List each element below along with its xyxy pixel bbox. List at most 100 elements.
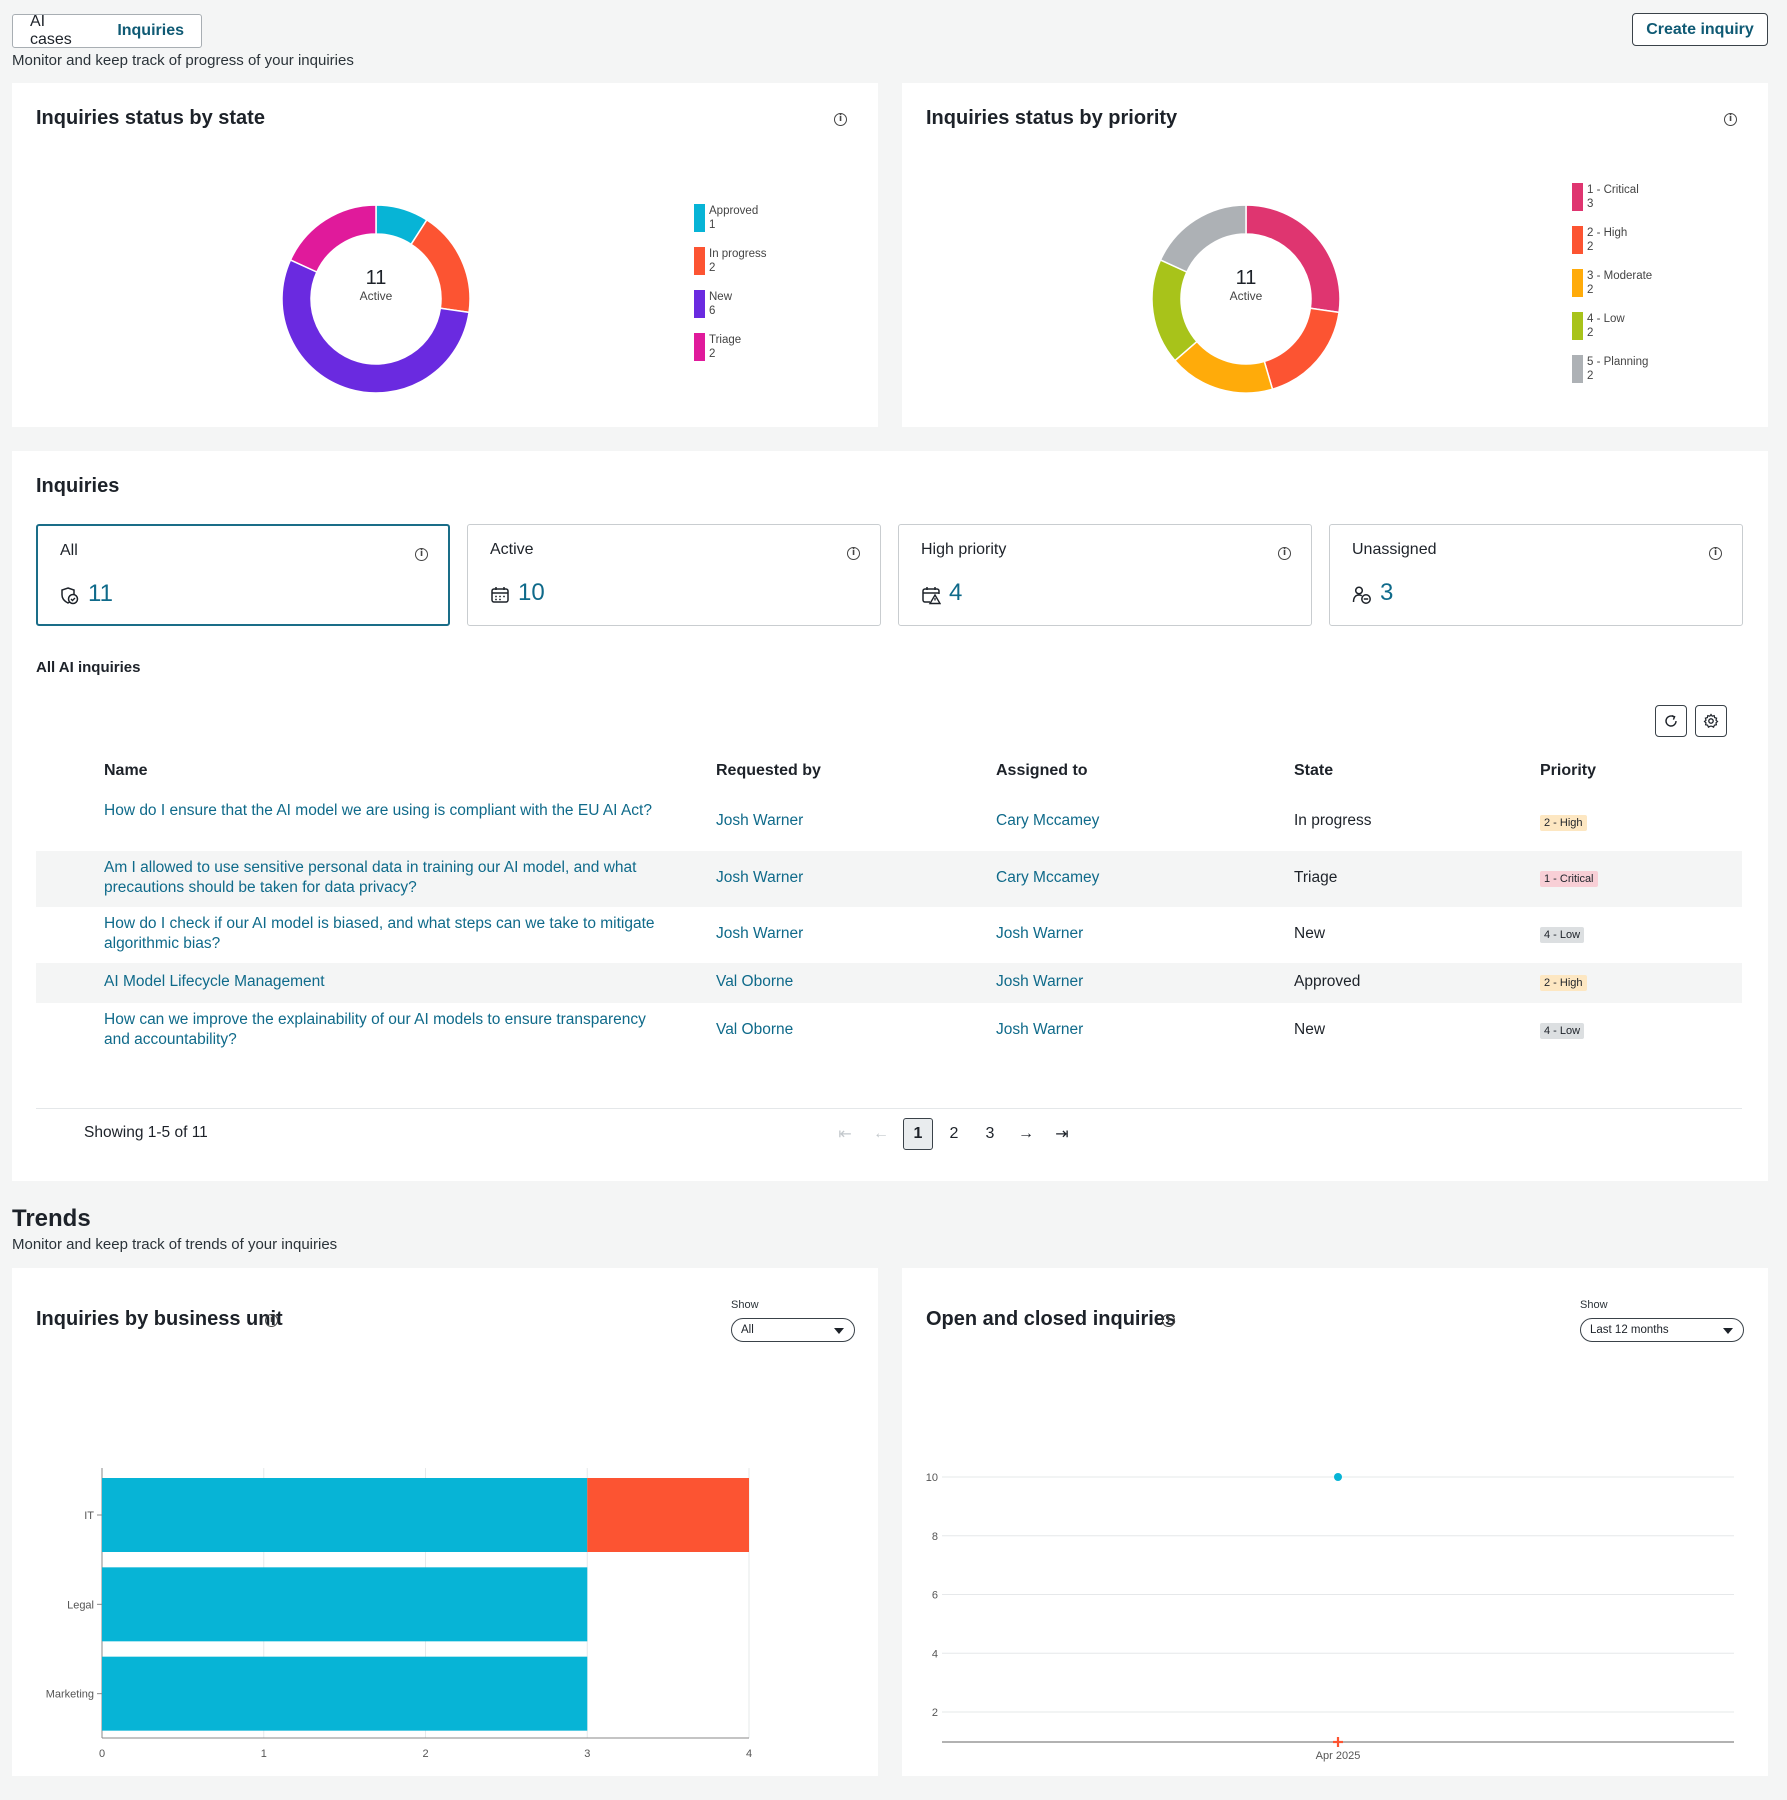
page-3-button[interactable]: 3 xyxy=(985,1125,995,1142)
state-chart-card: Inquiries status by state i 11 Active Ap… xyxy=(12,83,878,427)
legend-text: 2 - High 2 xyxy=(1587,226,1627,254)
list-title: All AI inquiries xyxy=(36,659,141,676)
stat-card-active[interactable]: Active i 10 xyxy=(467,524,881,626)
legend-text: 3 - Moderate 2 xyxy=(1587,269,1652,297)
view-tabs: AI cases Inquiries xyxy=(12,13,202,48)
priority-badge: 4 - Low xyxy=(1540,1023,1585,1039)
open-closed-card: Open and closed inquiries i Show Last 12… xyxy=(902,1268,1768,1776)
requested-by-link[interactable]: Josh Warner xyxy=(716,812,804,829)
last-page-button[interactable]: ⇥ xyxy=(1055,1126,1069,1143)
inquiry-name-link[interactable]: How do I ensure that the AI model we are… xyxy=(104,802,652,819)
page-1-button[interactable]: 1 xyxy=(903,1118,933,1150)
bar-marketing--empty-[interactable] xyxy=(102,1656,588,1731)
donut-slice-4-low[interactable] xyxy=(1151,258,1198,362)
col-priority[interactable]: Priority xyxy=(1540,762,1597,779)
y-tick-label: 8 xyxy=(932,1531,938,1543)
x-tick-label: 0 xyxy=(99,1748,105,1760)
x-tick-label: Apr 2025 xyxy=(1316,1750,1361,1762)
page-2-button[interactable]: 2 xyxy=(949,1125,959,1142)
requested-by-link[interactable]: Val Oborne xyxy=(716,1021,794,1038)
requested-by-link[interactable]: Josh Warner xyxy=(716,925,804,942)
legend-item[interactable]: In progress 2 xyxy=(694,247,767,275)
legend-item[interactable]: 3 - Moderate 2 xyxy=(1572,269,1652,297)
donut-slice-in-progress[interactable] xyxy=(410,218,471,314)
col-state[interactable]: State xyxy=(1294,762,1334,779)
legend-count: 2 xyxy=(1587,327,1594,339)
stat-card-unassigned[interactable]: Unassigned i 3 xyxy=(1329,524,1743,626)
legend-count: 2 xyxy=(1587,370,1594,382)
stat-label: Active xyxy=(490,541,534,558)
legend-swatch xyxy=(1572,355,1583,383)
legend-name: Triage xyxy=(709,334,742,346)
info-icon[interactable]: i xyxy=(1724,113,1737,126)
assigned-to-link[interactable]: Josh Warner xyxy=(996,973,1084,990)
donut-slice-new[interactable] xyxy=(281,258,470,394)
prev-page-button[interactable]: ← xyxy=(873,1125,889,1142)
stat-card-all[interactable]: All i 11 xyxy=(36,524,450,626)
legend-item[interactable]: Approved 1 xyxy=(694,204,758,232)
assigned-to-link[interactable]: Josh Warner xyxy=(996,1021,1084,1038)
inquiries-title: Inquiries xyxy=(36,475,120,497)
tab-ai-cases[interactable]: AI cases xyxy=(30,13,72,48)
inquiry-name-link[interactable]: Am I allowed to use sensitive personal d… xyxy=(104,859,637,896)
bar-it--empty-[interactable] xyxy=(102,1478,588,1552)
col-requested-by[interactable]: Requested by xyxy=(716,762,821,779)
info-icon[interactable]: i xyxy=(847,547,860,560)
y-tick-label: 2 xyxy=(932,1707,938,1719)
col-assigned-to[interactable]: Assigned to xyxy=(996,762,1088,779)
settings-button[interactable] xyxy=(1695,705,1727,737)
info-icon[interactable]: i xyxy=(265,1314,278,1327)
requested-by-link[interactable]: Val Oborne xyxy=(716,973,794,990)
legend-item[interactable]: New 6 xyxy=(694,290,732,318)
info-icon[interactable]: i xyxy=(1162,1314,1175,1327)
business-unit-title: Inquiries by business unit xyxy=(36,1308,283,1330)
gear-icon xyxy=(1703,713,1719,729)
next-page-button[interactable]: → xyxy=(1018,1125,1034,1142)
requested-by-link[interactable]: Josh Warner xyxy=(716,869,804,886)
inquiry-name-link[interactable]: AI Model Lifecycle Management xyxy=(104,973,325,990)
legend-count: 2 xyxy=(709,348,716,360)
refresh-button[interactable] xyxy=(1655,705,1687,737)
table-row: How do I check if our AI model is biased… xyxy=(36,907,1742,963)
stat-label: High priority xyxy=(921,541,1007,558)
state-value: New xyxy=(1294,1021,1326,1038)
legend-name: 2 - High xyxy=(1587,227,1628,239)
info-icon[interactable]: i xyxy=(1709,547,1722,560)
info-icon[interactable]: i xyxy=(1278,547,1291,560)
info-icon[interactable]: i xyxy=(834,113,847,126)
state-center-value: 11 xyxy=(365,267,387,289)
bar-it-united-states[interactable] xyxy=(587,1478,749,1552)
legend-item[interactable]: 5 - Planning 2 xyxy=(1572,355,1648,383)
assigned-to-link[interactable]: Cary Mccamey xyxy=(996,812,1100,829)
point-open[interactable] xyxy=(1334,1473,1342,1481)
assigned-to-link[interactable]: Cary Mccamey xyxy=(996,869,1100,886)
donut-slice-triage[interactable] xyxy=(289,204,377,273)
table-row: Am I allowed to use sensitive personal d… xyxy=(36,851,1742,907)
legend-item[interactable]: 4 - Low 2 xyxy=(1572,312,1625,340)
x-tick-label: 3 xyxy=(584,1748,590,1760)
priority-badge: 2 - High xyxy=(1540,815,1587,831)
bar-legal--empty-[interactable] xyxy=(102,1567,588,1642)
info-icon[interactable]: i xyxy=(415,548,428,561)
stat-value: 11 xyxy=(88,580,113,607)
time-range-select[interactable]: Last 12 months xyxy=(1580,1318,1744,1342)
create-inquiry-button[interactable]: Create inquiry xyxy=(1632,13,1768,46)
donut-slice-5-planning[interactable] xyxy=(1159,204,1247,273)
state-value: Approved xyxy=(1294,973,1361,990)
first-page-button[interactable]: ⇤ xyxy=(838,1126,852,1143)
col-name[interactable]: Name xyxy=(104,762,148,779)
legend-item[interactable]: Triage 2 xyxy=(694,333,741,361)
inquiry-name-link[interactable]: How can we improve the explainability of… xyxy=(104,1011,646,1048)
inquiry-name-link[interactable]: How do I check if our AI model is biased… xyxy=(104,915,655,952)
stat-card-high-priority[interactable]: High priority i 4 xyxy=(898,524,1312,626)
tab-inquiries[interactable]: Inquiries xyxy=(117,22,184,39)
legend-item[interactable]: 2 - High 2 xyxy=(1572,226,1627,254)
business-unit-select[interactable]: All xyxy=(731,1318,855,1342)
point-closed[interactable] xyxy=(1333,1737,1343,1747)
donut-slice-2-high[interactable] xyxy=(1263,307,1340,391)
donut-slice-3-moderate[interactable] xyxy=(1173,340,1274,394)
legend-item[interactable]: 1 - Critical 3 xyxy=(1572,183,1639,211)
assigned-to-link[interactable]: Josh Warner xyxy=(996,925,1084,942)
